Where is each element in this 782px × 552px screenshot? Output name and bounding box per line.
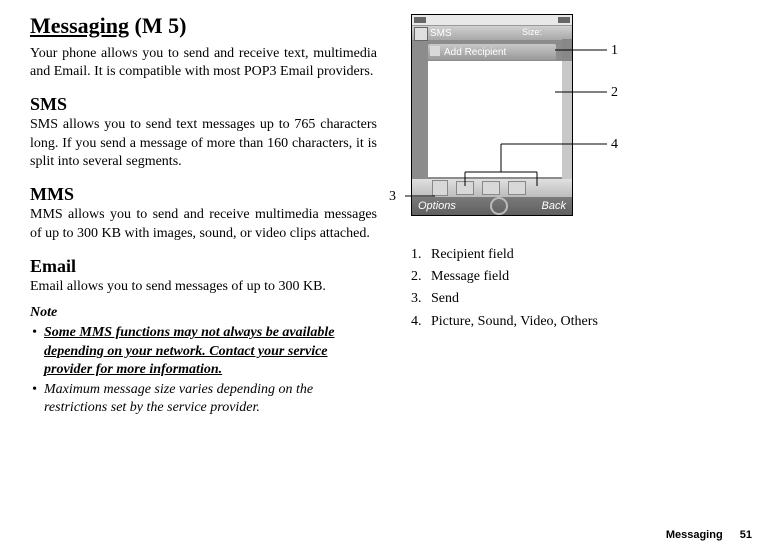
footer-title: Messaging	[666, 529, 723, 541]
sms-heading: SMS	[30, 93, 377, 116]
email-paragraph: Email allows you to send messages of up …	[30, 278, 377, 296]
note-item-1: Some MMS functions may not always be ava…	[44, 324, 377, 379]
note-item-2: Maximum message size varies depending on…	[44, 381, 377, 417]
phone-diagram: SMS Size: Add Recipient Options	[405, 12, 645, 232]
callout-3: 3	[389, 188, 396, 206]
page-footer: Messaging 51	[666, 528, 752, 542]
email-heading: Email	[30, 255, 377, 278]
page-title: Messaging (M 5)	[30, 12, 377, 41]
legend-item-3: Send	[425, 290, 752, 308]
callout-1: 1	[611, 42, 618, 60]
legend-item-4: Picture, Sound, Video, Others	[425, 313, 752, 331]
callout-4: 4	[611, 136, 618, 154]
legend-list: Recipient field Message field Send Pictu…	[405, 246, 752, 331]
legend-item-1: Recipient field	[425, 246, 752, 264]
mms-heading: MMS	[30, 183, 377, 206]
note-heading: Note	[30, 304, 377, 322]
sms-paragraph: SMS allows you to send text messages up …	[30, 116, 377, 171]
callout-lines	[405, 12, 645, 232]
note-list: Some MMS functions may not always be ava…	[30, 324, 377, 417]
footer-page-number: 51	[740, 529, 752, 541]
right-column: SMS Size: Add Recipient Options	[405, 12, 752, 419]
legend-item-2: Message field	[425, 268, 752, 286]
intro-paragraph: Your phone allows you to send and receiv…	[30, 45, 377, 81]
left-column: Messaging (M 5) Your phone allows you to…	[30, 12, 377, 419]
callout-2: 2	[611, 84, 618, 102]
mms-paragraph: MMS allows you to send and receive multi…	[30, 206, 377, 242]
